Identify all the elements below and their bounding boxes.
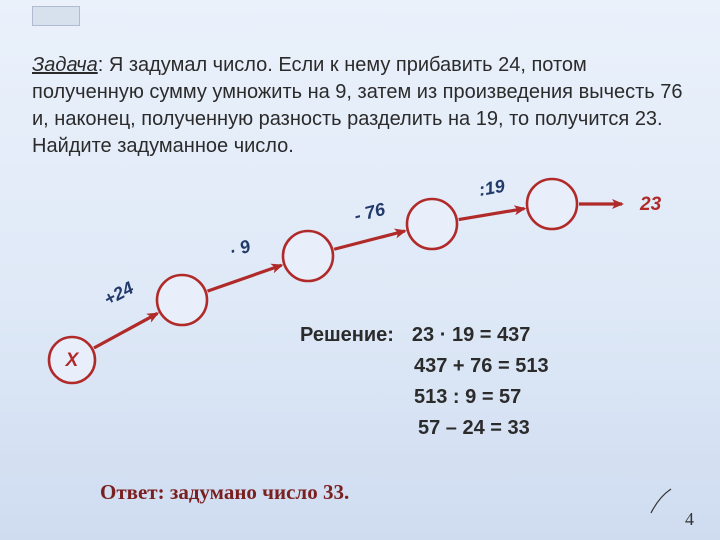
operation-label: - 76 <box>352 199 388 226</box>
solution-line: 23 · 19 = 437 <box>394 320 530 351</box>
answer-body: задумано число 33. <box>165 480 350 504</box>
page-number-value: 4 <box>685 509 694 529</box>
problem-text: Задача: Я задумал число. Если к нему при… <box>32 52 688 160</box>
solution-label: Решение: <box>300 320 394 351</box>
answer-label: Ответ: <box>100 480 165 504</box>
problem-lead: Задача <box>32 54 98 76</box>
page-number: 4 <box>645 489 695 530</box>
solution-line: 513 : 9 = 57 <box>300 382 549 413</box>
solution-block: Решение: 23 · 19 = 437 437 + 76 = 513 51… <box>300 320 549 444</box>
operation-label: +24 <box>100 278 136 310</box>
operation-label: · 9 <box>227 236 254 262</box>
solution-line: 57 – 24 = 33 <box>300 413 549 444</box>
answer-text: Ответ: задумано число 33. <box>100 480 349 505</box>
end-node-label: 23 <box>639 194 662 215</box>
solution-line: 437 + 76 = 513 <box>300 351 549 382</box>
problem-body: : Я задумал число. Если к нему прибавить… <box>32 54 683 157</box>
title-placeholder <box>32 6 80 26</box>
operation-label: :19 <box>477 176 506 200</box>
start-node-label: X <box>65 350 80 371</box>
